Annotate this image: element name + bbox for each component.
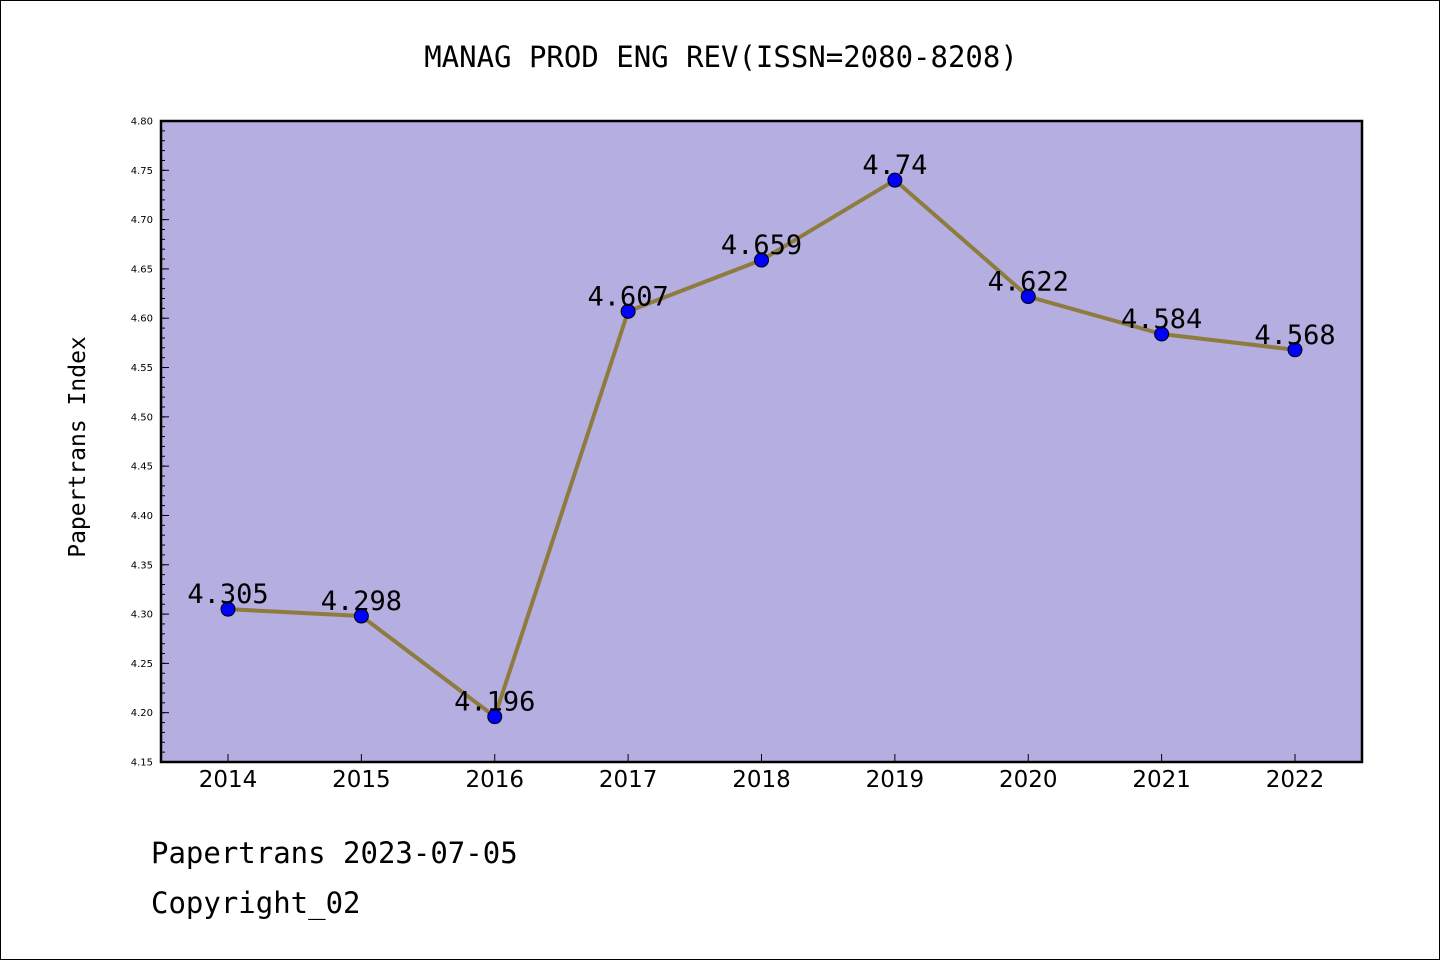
y-tick-label: 4.70 [131,215,153,226]
footer-date: Papertrans 2023-07-05 [151,836,518,870]
data-point [1020,289,1036,305]
y-tick-label: 4.60 [131,314,153,325]
data-label: 4.584 [1121,304,1202,335]
data-label: 4.298 [321,586,402,617]
data-label: 4.659 [721,230,802,261]
x-tick-label: 2017 [599,767,658,793]
y-tick-label: 4.20 [131,708,153,719]
y-tick-label: 4.50 [131,412,153,423]
data-label: 4.568 [1254,320,1335,351]
data-label: 4.622 [988,267,1069,298]
y-axis-label: Papertrans Index [65,336,91,558]
data-label: 4.305 [187,579,268,610]
data-label: 4.74 [862,150,927,181]
y-tick-label: 4.75 [131,166,153,177]
x-tick-label: 2019 [866,767,925,793]
data-labels: 4.305 4.298 4.196 4.607 4.659 4.74 4.622 4.584 4… [187,150,1335,717]
y-tick-label: 4.55 [131,363,153,374]
chart-title: MANAG PROD ENG REV(ISSN=2080-8208) [424,40,1018,74]
x-tick-label: 2022 [1266,767,1325,793]
data-point [1154,326,1170,342]
y-tick-label: 4.25 [131,659,153,670]
y-axis: 4.15 4.20 4.25 4.30 4.35 4.40 4.45 4.50 4.55 4.60… [131,117,169,769]
series-papertrans-index [220,172,1303,725]
x-axis: 2014 2015 2016 2017 2018 2019 2020 2021 2022 [199,754,1325,793]
data-point [1287,342,1303,358]
y-tick-label: 4.15 [131,758,153,769]
data-point [353,608,369,624]
data-point [887,172,903,188]
y-tick-label: 4.30 [131,610,153,621]
data-point [754,252,769,268]
x-tick-label: 2018 [732,767,791,793]
data-point [220,601,236,617]
plot-area [159,119,1364,764]
y-tick-label: 4.45 [131,462,153,473]
y-tick-label: 4.65 [131,264,153,275]
y-tick-label: 4.80 [131,117,153,128]
x-tick-label: 2020 [999,767,1058,793]
footer-copyright: Copyright_02 [151,886,361,920]
x-tick-label: 2014 [199,767,258,793]
data-point [620,303,636,319]
x-tick-label: 2015 [332,767,391,793]
x-tick-label: 2021 [1132,767,1191,793]
data-label: 4.607 [587,281,668,312]
y-tick-label: 4.40 [131,511,153,522]
x-tick-label: 2016 [465,767,524,793]
data-point [487,709,503,725]
y-tick-label: 4.35 [131,560,153,571]
data-label: 4.196 [454,687,535,718]
